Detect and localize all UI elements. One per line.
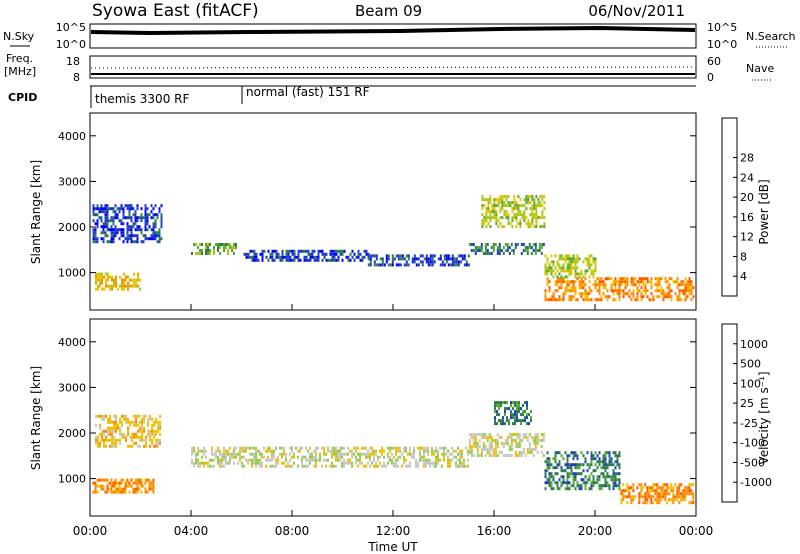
velocity-colorbar-tick-7: -1000 (740, 476, 772, 489)
date-title: 06/Nov/2011 (588, 2, 685, 20)
time-tick-label-3: 12:00 (376, 524, 411, 538)
power-region-7 (544, 277, 695, 302)
power-frame (89, 112, 697, 311)
power-ytick-label-1: 2000 (58, 221, 86, 234)
velocity-axes: 1000 2000 3000 4000 (58, 336, 697, 516)
freq-label: Freq. (6, 52, 33, 65)
power-ytick-label-2: 3000 (58, 175, 86, 188)
power-colorbar-tick-1: 8 (740, 250, 747, 263)
nsearch-tick-low: 10^0 (707, 38, 737, 51)
velocity-ytick-label-1: 2000 (58, 427, 86, 440)
power-region-3 (243, 249, 370, 262)
velocity-region-4 (494, 401, 532, 426)
velocity-colorbar-tick-3: 25 (740, 397, 754, 410)
velocity-colorbar-tick-5: -100 (740, 437, 765, 450)
time-tick-label-5: 20:00 (578, 524, 613, 538)
power-region-5 (468, 243, 545, 255)
nsky-trace (90, 25, 696, 36)
velocity-region-0 (92, 478, 155, 494)
freq-panel (89, 55, 697, 79)
velocity-ytick-label-2: 3000 (58, 381, 86, 394)
velocity-region-6 (620, 483, 695, 505)
nsky-tick-high: 10^5 (56, 21, 86, 34)
freq-tick-low: 8 (73, 71, 80, 84)
nave-tick-low: 0 (707, 71, 714, 84)
station-title: Syowa East (fitACF) (92, 1, 259, 21)
time-tick-label-4: 16:00 (477, 524, 512, 538)
freq-tick-high: 18 (66, 55, 80, 68)
velocity-ylabel: Slant Range [km] (29, 366, 43, 470)
power-region-4 (367, 254, 470, 267)
nsky-panel (89, 23, 697, 49)
power-ytick-label-3: 4000 (58, 130, 86, 143)
cpid-segment-1: themis 3300 RF (95, 92, 189, 106)
cpid-segment-2: normal (fast) 151 RF (246, 85, 370, 99)
power-ytick-label-0: 1000 (58, 267, 86, 280)
power-colorbar-tick-3: 16 (740, 211, 754, 224)
time-tick-label-2: 08:00 (275, 524, 310, 538)
velocity-ytick-label-0: 1000 (58, 473, 86, 486)
velocity-region-2 (191, 446, 469, 468)
power-colorbar: 4 8 12 16 20 24 28 (721, 117, 754, 297)
nsearch-tick-high: 10^5 (707, 21, 737, 34)
nsearch-label: N.Search (746, 30, 796, 43)
power-colorbar-tick-5: 24 (740, 171, 754, 184)
velocity-colorbar-tick-6: -500 (740, 456, 765, 469)
velocity-colorbar-tick-1: 500 (740, 358, 761, 371)
time-tick-label-1: 04:00 (174, 524, 209, 538)
power-region-8 (544, 254, 597, 279)
time-tick-labels: 00:00 04:00 08:00 12:00 16:00 20:00 00:00 (73, 524, 714, 538)
power-region-2 (191, 243, 237, 255)
power-colorbar-tick-2: 12 (740, 231, 754, 244)
nave-label: Nave (746, 62, 774, 75)
time-tick-label-6: 00:00 (679, 524, 714, 538)
nsky-tick-low: 10^0 (56, 38, 86, 51)
velocity-colorbar-tick-2: 100 (740, 377, 761, 390)
cpid-label: CPID (8, 91, 37, 104)
power-colorbar-label: Power [dB] (757, 179, 771, 244)
power-panel: 1000 2000 3000 4000 (58, 112, 697, 311)
velocity-panel: 1000 2000 3000 4000 (58, 318, 697, 517)
velocity-region-5 (544, 451, 621, 491)
power-axes: 1000 2000 3000 4000 (58, 130, 697, 310)
freq-unit: [MHz] (4, 65, 36, 78)
velocity-ytick-label-3: 4000 (58, 336, 86, 349)
power-cells (92, 195, 695, 302)
power-colorbar-tick-0: 4 (740, 270, 747, 283)
velocity-colorbar: 1000 500 100 25 -25 -100 -500 -1000 (721, 323, 772, 503)
velocity-cells (92, 401, 695, 505)
time-tick-label-0: 00:00 (73, 524, 108, 538)
velocity-colorbar-tick-0: 1000 (740, 338, 768, 351)
velocity-region-3 (468, 433, 545, 457)
velocity-region-1 (95, 414, 162, 448)
beam-title: Beam 09 (355, 2, 422, 20)
power-region-1 (95, 272, 142, 291)
nsky-label: N.Sky (3, 30, 35, 43)
power-colorbar-tick-6: 28 (740, 152, 754, 165)
power-colorbar-tick-4: 20 (740, 191, 754, 204)
nave-tick-high: 60 (707, 55, 721, 68)
velocity-colorbar-tick-4: -25 (740, 417, 758, 430)
power-region-0 (92, 204, 163, 244)
power-region-6 (481, 195, 546, 229)
power-ylabel: Slant Range [km] (29, 160, 43, 264)
time-axis-label: Time UT (367, 540, 418, 554)
velocity-colorbar-label: Velocity [m s⁻¹] (757, 371, 771, 464)
